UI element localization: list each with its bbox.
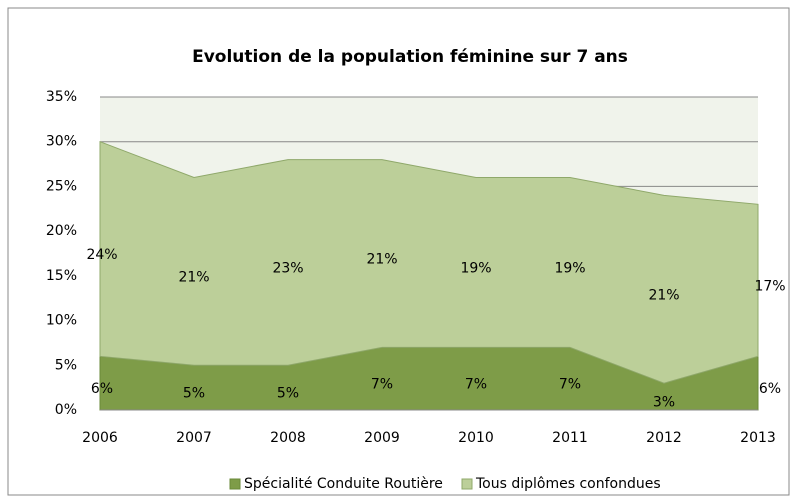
y-tick-label: 20% — [46, 223, 77, 239]
area — [99, 140, 759, 384]
x-tick-label: 2010 — [458, 430, 494, 446]
data-label: 6% — [91, 381, 113, 397]
data-label: 7% — [465, 377, 487, 393]
y-tick-label: 30% — [46, 134, 77, 150]
y-tick-label: 5% — [55, 357, 77, 373]
y-tick-label: 15% — [46, 268, 77, 284]
y-tick-label: 35% — [46, 89, 77, 105]
data-label: 7% — [559, 377, 581, 393]
x-tick-label: 2009 — [364, 430, 400, 446]
data-label: 21% — [178, 269, 209, 285]
data-label: 21% — [648, 287, 679, 303]
legend-label: Spécialité Conduite Routière — [244, 476, 443, 492]
data-label: 7% — [371, 377, 393, 393]
x-tick-label: 2012 — [646, 430, 682, 446]
x-tick-label: 2008 — [270, 430, 306, 446]
legend-label: Tous diplômes confondues — [475, 476, 661, 492]
x-tick-label: 2011 — [552, 430, 588, 446]
data-label: 21% — [366, 252, 397, 268]
x-tick-label: 2006 — [82, 430, 118, 446]
y-tick-label: 10% — [46, 313, 77, 329]
y-tick-label: 25% — [46, 178, 77, 194]
x-tick-label: 2007 — [176, 430, 212, 446]
legend-swatch — [229, 478, 241, 490]
y-tick-label: 0% — [55, 402, 77, 418]
data-label: 23% — [272, 260, 303, 276]
data-label: 5% — [183, 386, 205, 402]
data-label: 19% — [554, 260, 585, 276]
data-label: 17% — [754, 278, 785, 294]
chart-title: Evolution de la population féminine sur … — [192, 47, 628, 67]
data-label: 24% — [86, 247, 117, 263]
legend-swatch — [461, 478, 473, 490]
data-label: 3% — [653, 395, 675, 411]
data-label: 6% — [759, 381, 781, 397]
data-label: 5% — [277, 386, 299, 402]
x-tick-label: 2013 — [740, 430, 776, 446]
data-label: 19% — [460, 260, 491, 276]
